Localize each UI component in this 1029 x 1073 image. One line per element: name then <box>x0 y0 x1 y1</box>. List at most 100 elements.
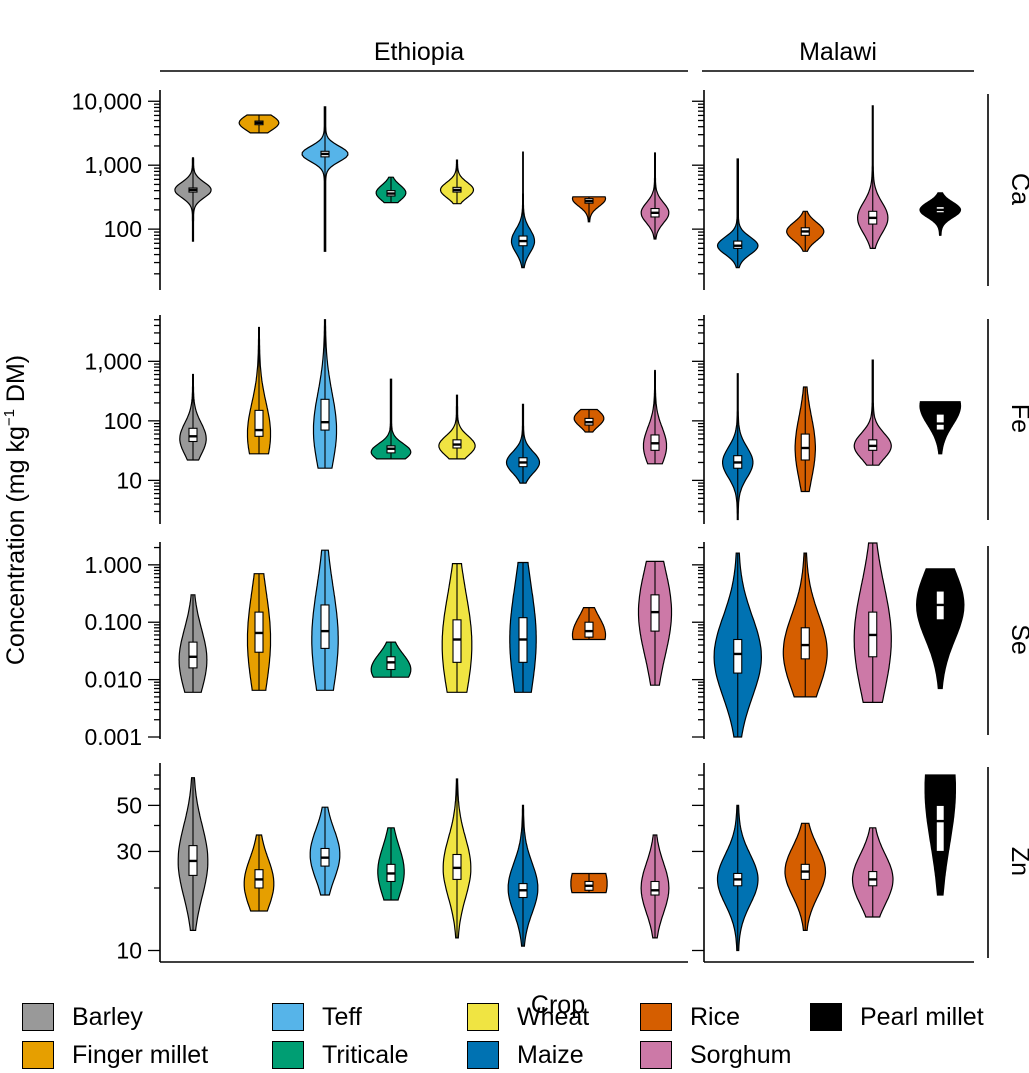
violin-wheat <box>442 778 472 939</box>
box-wheat <box>452 619 462 663</box>
violin-rice <box>794 386 816 493</box>
violin-maize <box>507 804 539 947</box>
panel-zn-ethiopia: 10 30 50 <box>116 763 670 963</box>
violin-maize <box>716 158 759 269</box>
y-tick-label: 0.001 <box>84 724 142 750</box>
y-tick-label: 1,000 <box>84 152 142 178</box>
violin-rice <box>571 607 607 641</box>
violin-wheat <box>441 563 473 693</box>
violin-barley <box>174 157 212 242</box>
facet-label-fe: Fe <box>1006 404 1029 433</box>
facet-label-zn: Zn <box>1006 847 1029 876</box>
violin-sorghum <box>642 369 668 465</box>
violin-triticale <box>377 827 405 901</box>
legend: Barley Teff Wheat Rice Pearl millet Finger mi… <box>0 993 1029 1073</box>
legend-label-triticale: Triticale <box>322 1040 409 1069</box>
legend-label-pearl-millet: Pearl millet <box>860 1002 984 1031</box>
violin-barley <box>177 777 209 931</box>
legend-swatch-triticale <box>272 1041 304 1069</box>
violin-rice <box>570 872 608 894</box>
y-tick-label: 10,000 <box>72 88 142 114</box>
violin-wheat <box>438 394 476 460</box>
violin-teff <box>312 319 338 469</box>
panel-ca-ethiopia: 100 1,000 10,000 <box>72 88 670 290</box>
violin-sorghum <box>856 105 889 249</box>
box-barley <box>188 641 198 669</box>
violin-finger-millet <box>243 834 275 912</box>
violin-pearl-millet <box>915 568 965 690</box>
legend-swatch-rice <box>640 1003 672 1031</box>
violin-maize <box>722 373 754 521</box>
violin-pearl-millet <box>924 774 956 896</box>
box-sorghum <box>650 880 660 896</box>
y-tick-label: 10 <box>116 467 142 493</box>
violin-maize <box>505 403 541 484</box>
box-teff <box>320 398 330 431</box>
panel-ca-malawi <box>692 90 962 290</box>
legend-swatch-teff <box>272 1003 304 1031</box>
violin-sorghum <box>853 542 892 703</box>
facet-label-ca: Ca <box>1006 173 1029 205</box>
violin-rice <box>784 822 827 931</box>
legend-item-rice: Rice <box>640 1001 740 1033</box>
y-tick-label: 100 <box>104 408 142 434</box>
panel-fe-ethiopia: 10 100 1,000 <box>84 315 668 524</box>
box-teff <box>320 604 330 649</box>
y-tick-label: 50 <box>116 792 142 818</box>
violin-teff <box>301 106 349 252</box>
x-axis-title: Crop <box>531 991 585 1019</box>
panel-fe: 10 100 1,000 Fe <box>84 315 1029 524</box>
legend-swatch-maize <box>467 1041 499 1069</box>
violin-triticale <box>370 378 412 460</box>
facet-label-se: Se <box>1006 624 1029 655</box>
y-tick-label: 10 <box>116 937 142 963</box>
legend-item-barley: Barley <box>22 1001 143 1033</box>
box-rice <box>800 627 810 660</box>
y-axis-title-main: Concentration (mg kg <box>2 426 30 665</box>
legend-label-finger-millet: Finger millet <box>72 1040 209 1069</box>
violin-wheat <box>439 159 475 205</box>
violin-finger-millet <box>238 114 280 134</box>
y-tick-label: 1.000 <box>84 552 142 578</box>
violin-maize <box>509 561 537 693</box>
violin-sorghum <box>851 827 894 918</box>
country-label-ethiopia: Ethiopia <box>374 38 464 66</box>
legend-item-pearl-millet: Pearl millet <box>810 1001 984 1033</box>
violin-barley <box>178 594 208 693</box>
box-maize <box>733 638 743 674</box>
legend-swatch-pearl-millet <box>810 1003 842 1031</box>
violin-triticale <box>370 641 412 678</box>
y-tick-label: 0.100 <box>84 609 142 635</box>
panel-zn-malawi <box>692 763 956 962</box>
legend-item-sorghum: Sorghum <box>640 1039 791 1071</box>
legend-swatch-sorghum <box>640 1041 672 1069</box>
panel-se-ethiopia: 0.001 0.010 0.100 1.000 <box>84 542 673 750</box>
facet-panels: 1001,00010,000Ca101001,000Fe0.0010.0100.… <box>72 88 1029 963</box>
box-rice <box>584 621 594 638</box>
legend-label-wheat: Wheat <box>517 1002 590 1031</box>
y-tick-label: 0.010 <box>84 667 142 693</box>
panel-se-malawi <box>692 542 965 739</box>
violin-rice <box>571 196 607 223</box>
legend-item-finger-millet: Finger millet <box>22 1039 208 1071</box>
violin-triticale <box>375 176 407 204</box>
panel-ca: 100 1,000 10,000 Ca <box>72 88 1029 290</box>
violin-sorghum <box>640 152 670 240</box>
legend-item-triticale: Triticale <box>272 1039 409 1071</box>
panel-se: 0.001 0.010 0.100 1.000 Se <box>84 542 1029 750</box>
box-finger-millet <box>254 409 264 437</box>
y-tick-label: 100 <box>104 216 142 242</box>
violin-teff <box>309 806 341 896</box>
y-axis-title-sup: −1 <box>1 409 18 426</box>
violin-maize <box>716 804 759 952</box>
box-barley <box>188 427 198 443</box>
box-pearl-millet <box>935 804 945 852</box>
legend-item-maize: Maize <box>467 1039 584 1071</box>
legend-item-teff: Teff <box>272 1001 362 1033</box>
y-tick-label: 1,000 <box>84 348 142 374</box>
legend-swatch-wheat <box>467 1003 499 1031</box>
violin-sorghum <box>637 560 673 686</box>
legend-swatch-barley <box>22 1003 54 1031</box>
panel-fe-malawi <box>692 315 962 524</box>
